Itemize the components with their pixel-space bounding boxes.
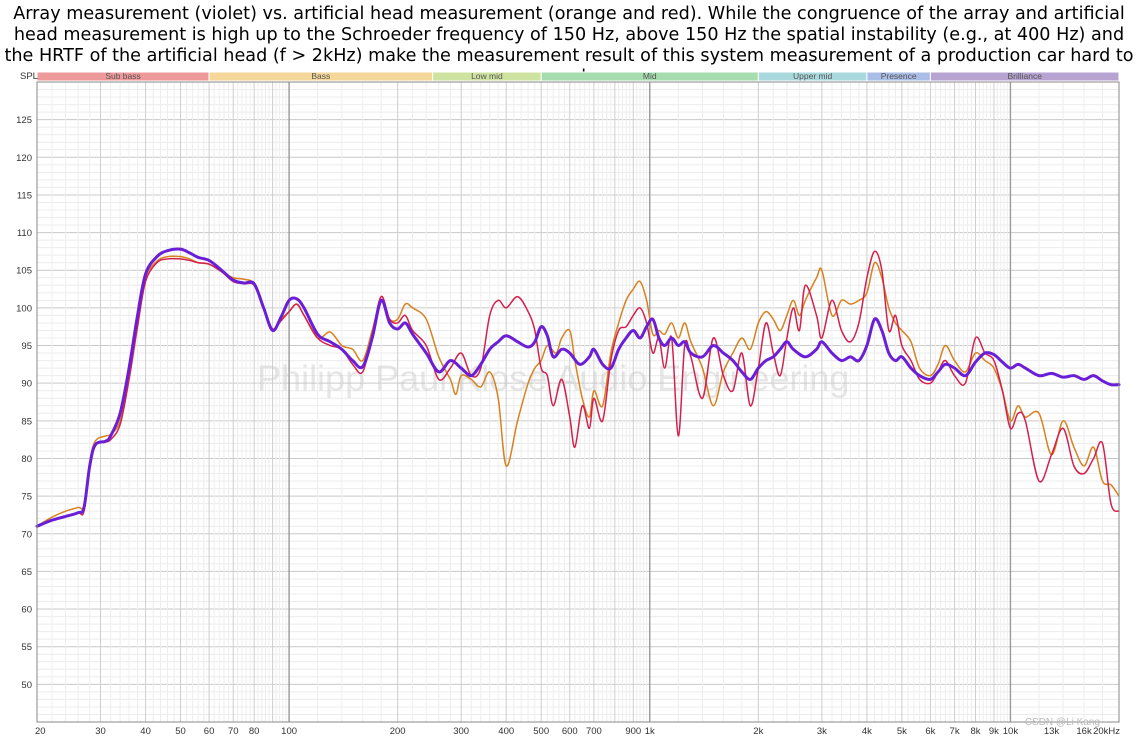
band-label: Brilliance — [1007, 71, 1042, 81]
y-tick-label: 75 — [21, 492, 32, 503]
x-tick-label: 60 — [204, 726, 215, 737]
axes: 50 55 60 65 70 75 80 85 90 95 100 105 110 115 120 125 20… — [16, 115, 1120, 737]
y-tick-label: 125 — [16, 115, 32, 126]
series — [35, 247, 1121, 528]
y-tick-label: 85 — [21, 416, 32, 427]
band-brilliance — [929, 71, 1120, 82]
x-tick-label: 300 — [453, 726, 469, 737]
x-tick-label: 200 — [390, 726, 406, 737]
y-tick-label: 115 — [17, 190, 32, 201]
y-tick-label: 105 — [16, 266, 32, 277]
plot-frame — [36, 81, 1120, 723]
y-tick-label: 100 — [16, 303, 32, 314]
x-tick-label: 9k — [989, 726, 999, 737]
y-tick-label: 90 — [21, 379, 32, 390]
y-tick-label: 50 — [21, 680, 32, 691]
x-tick-label: 2k — [753, 726, 763, 737]
x-tick-label: 900 — [625, 726, 641, 737]
x-tick-label: 50 — [175, 726, 186, 737]
x-tick-label: 4k — [862, 726, 872, 737]
x-tick-label: 100 — [281, 726, 297, 737]
x-tick-label: 5k — [897, 726, 907, 737]
band-label: Low mid — [471, 71, 503, 81]
x-tick-label: 70 — [228, 726, 239, 737]
x-tick-label: 7k — [950, 726, 960, 737]
credit-text: CSDN @Li Kang — [1025, 717, 1100, 728]
x-tick-label: 10k — [1003, 726, 1019, 737]
x-tick-label: 80 — [249, 726, 260, 737]
x-tick-label: 30 — [95, 726, 106, 737]
series-line-array-violet — [35, 247, 1121, 528]
band-label: Presence — [881, 71, 917, 81]
y-tick-label: 60 — [21, 605, 32, 616]
x-tick-label: 8k — [970, 726, 980, 737]
frequency-bands: Sub bass Bass Low mid Mid Upper mid Presence B… — [36, 71, 1120, 82]
band-label: Sub bass — [105, 71, 140, 81]
x-tick-label: 700 — [586, 726, 602, 737]
grid — [36, 81, 1120, 723]
x-tick-label: 3k — [817, 726, 827, 737]
y-tick-label: 80 — [21, 454, 32, 465]
y-tick-label: 70 — [21, 529, 32, 540]
x-tick-label: 500 — [533, 726, 549, 737]
band-label: Upper mid — [793, 71, 832, 81]
plot-area — [37, 82, 1119, 722]
y-tick-label: 110 — [17, 228, 32, 239]
y-tick-label: 55 — [21, 642, 32, 653]
x-tick-label: 600 — [562, 726, 578, 737]
x-tick-label: 6k — [925, 726, 935, 737]
x-tick-label: 20kHz — [1093, 726, 1120, 737]
y-tick-label: 95 — [21, 341, 32, 352]
x-tick-label: 13k — [1044, 726, 1060, 737]
x-tick-label: 20 — [35, 726, 46, 737]
y-tick-label: 120 — [16, 153, 32, 164]
band-label: Mid — [643, 71, 657, 81]
band-label: Bass — [311, 71, 330, 81]
x-tick-label: 16k — [1076, 726, 1092, 737]
y-tick-label: 65 — [21, 567, 32, 578]
series-line-head-orange — [36, 255, 1120, 527]
x-tick-label: 1k — [645, 726, 655, 737]
x-tick-label: 40 — [140, 726, 151, 737]
y-axis-label: SPL — [20, 71, 38, 82]
x-tick-label: 400 — [498, 726, 514, 737]
